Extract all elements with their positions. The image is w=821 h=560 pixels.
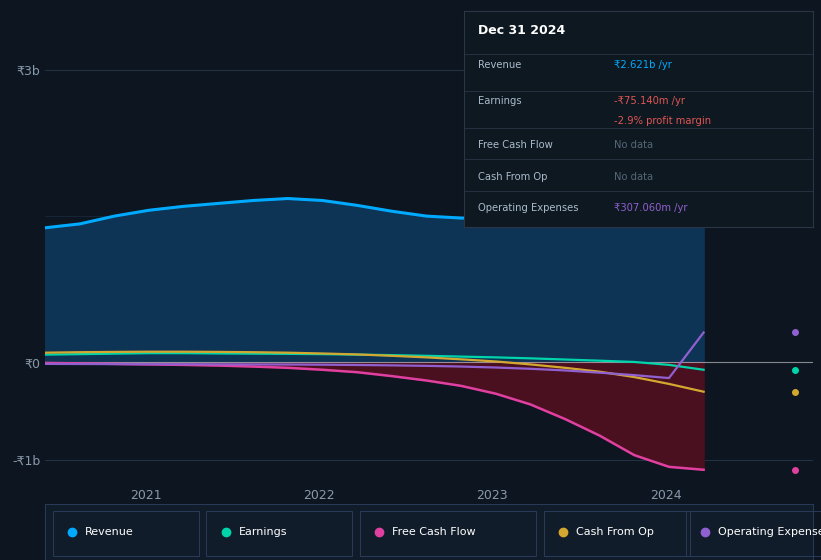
Text: Cash From Op: Cash From Op	[576, 527, 654, 537]
Text: Cash From Op: Cash From Op	[478, 172, 548, 182]
Text: Revenue: Revenue	[85, 527, 134, 537]
Text: -2.9% profit margin: -2.9% profit margin	[614, 116, 711, 126]
Text: Earnings: Earnings	[239, 527, 287, 537]
Text: Free Cash Flow: Free Cash Flow	[392, 527, 475, 537]
Text: No data: No data	[614, 140, 653, 150]
Text: No data: No data	[614, 172, 653, 182]
Text: Operating Expenses: Operating Expenses	[478, 203, 578, 213]
Text: Operating Expenses: Operating Expenses	[718, 527, 821, 537]
Text: Dec 31 2024: Dec 31 2024	[478, 24, 565, 37]
Text: -₹75.140m /yr: -₹75.140m /yr	[614, 96, 685, 106]
Text: Earnings: Earnings	[478, 96, 521, 106]
Text: ₹307.060m /yr: ₹307.060m /yr	[614, 203, 687, 213]
Text: Free Cash Flow: Free Cash Flow	[478, 140, 553, 150]
Text: ₹2.621b /yr: ₹2.621b /yr	[614, 60, 672, 70]
Text: Revenue: Revenue	[478, 60, 521, 70]
